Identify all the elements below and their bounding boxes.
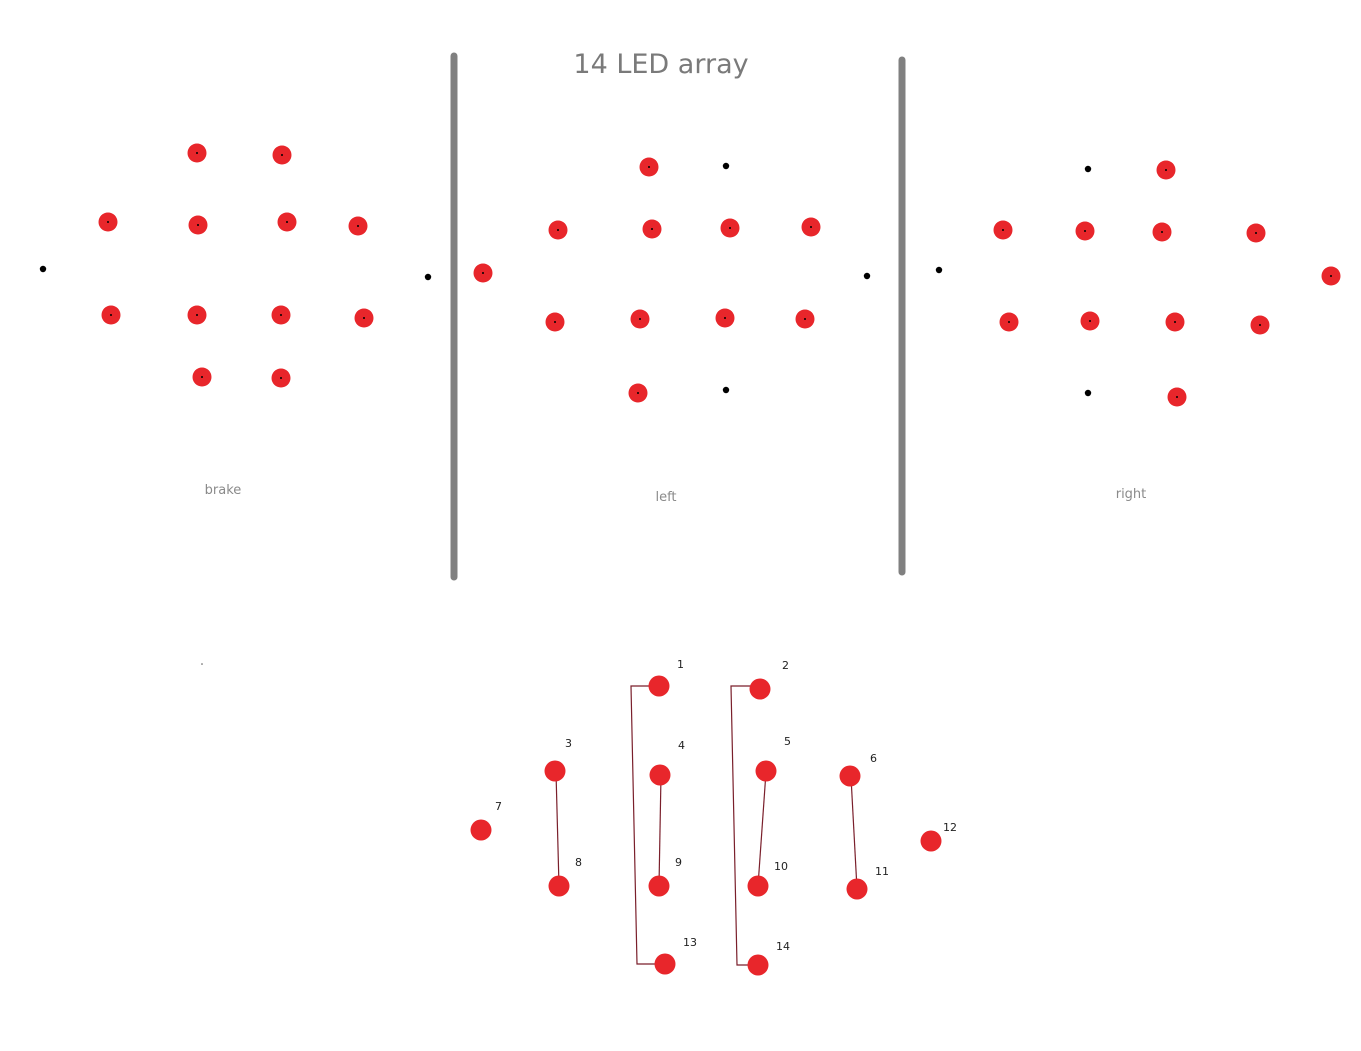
led-lit bbox=[1321, 266, 1341, 286]
wiring-lines bbox=[555, 685, 858, 966]
panel-label-right: right bbox=[1116, 487, 1147, 502]
panel-label-left: left bbox=[655, 490, 676, 505]
led-number-label: 8 bbox=[575, 856, 582, 869]
led-off bbox=[722, 162, 730, 170]
led-lit bbox=[715, 308, 735, 328]
led-lit bbox=[1165, 312, 1185, 332]
led-lit bbox=[642, 219, 662, 239]
led-number-label: 4 bbox=[678, 739, 685, 752]
led-off bbox=[1084, 165, 1092, 173]
led-lit bbox=[545, 312, 565, 332]
wiring-led bbox=[920, 830, 942, 852]
wiring-led bbox=[654, 953, 676, 975]
wiring-led bbox=[755, 760, 777, 782]
wiring-led bbox=[470, 819, 492, 841]
led-number-label: 2 bbox=[782, 659, 789, 672]
led-lit bbox=[1250, 315, 1270, 335]
led-lit bbox=[720, 218, 740, 238]
wiring-led bbox=[747, 875, 769, 897]
stray-dot bbox=[201, 663, 203, 665]
led-lit bbox=[639, 157, 659, 177]
led-off bbox=[722, 386, 730, 394]
panel-label-brake: brake bbox=[205, 483, 242, 498]
led-number-label: 6 bbox=[870, 752, 877, 765]
led-lit bbox=[348, 216, 368, 236]
panels-layer bbox=[39, 143, 1341, 407]
led-number-label: 7 bbox=[495, 800, 502, 813]
led-off bbox=[863, 272, 871, 280]
led-lit bbox=[271, 368, 291, 388]
wiring-led bbox=[839, 765, 861, 787]
led-lit bbox=[271, 305, 291, 325]
wiring-led bbox=[846, 878, 868, 900]
led-lit bbox=[795, 309, 815, 329]
led-off bbox=[935, 266, 943, 274]
wiring-led bbox=[648, 675, 670, 697]
led-lit bbox=[1075, 221, 1095, 241]
diagram-title: 14 LED array bbox=[573, 49, 748, 80]
led-number-label: 14 bbox=[776, 940, 790, 953]
led-off bbox=[39, 265, 47, 273]
led-number-label: 5 bbox=[784, 735, 791, 748]
led-lit bbox=[1156, 160, 1176, 180]
wiring-led bbox=[548, 875, 570, 897]
led-lit bbox=[101, 305, 121, 325]
wiring-led bbox=[648, 875, 670, 897]
led-lit bbox=[473, 263, 493, 283]
led-off bbox=[424, 273, 432, 281]
led-lit bbox=[98, 212, 118, 232]
led-number-label: 9 bbox=[675, 856, 682, 869]
wiring-led bbox=[747, 954, 769, 976]
led-lit bbox=[628, 383, 648, 403]
led-number-label: 1 bbox=[677, 658, 684, 671]
led-off bbox=[1084, 389, 1092, 397]
wiring-led bbox=[544, 760, 566, 782]
led-lit bbox=[188, 215, 208, 235]
led-lit bbox=[1080, 311, 1100, 331]
led-lit bbox=[630, 309, 650, 329]
led-number-label: 11 bbox=[875, 865, 889, 878]
led-lit bbox=[187, 143, 207, 163]
led-lit bbox=[548, 220, 568, 240]
led-lit bbox=[192, 367, 212, 387]
wiring-led bbox=[749, 678, 771, 700]
led-number-label: 10 bbox=[774, 860, 788, 873]
led-lit bbox=[1167, 387, 1187, 407]
led-lit bbox=[1246, 223, 1266, 243]
led-lit bbox=[187, 305, 207, 325]
led-lit bbox=[801, 217, 821, 237]
led-number-label: 13 bbox=[683, 936, 697, 949]
led-lit bbox=[1152, 222, 1172, 242]
led-number-label: 12 bbox=[943, 821, 957, 834]
wiring-led bbox=[649, 764, 671, 786]
led-lit bbox=[272, 145, 292, 165]
led-lit bbox=[999, 312, 1019, 332]
led-lit bbox=[993, 220, 1013, 240]
led-lit bbox=[277, 212, 297, 232]
led-lit bbox=[354, 308, 374, 328]
led-number-label: 3 bbox=[565, 737, 572, 750]
